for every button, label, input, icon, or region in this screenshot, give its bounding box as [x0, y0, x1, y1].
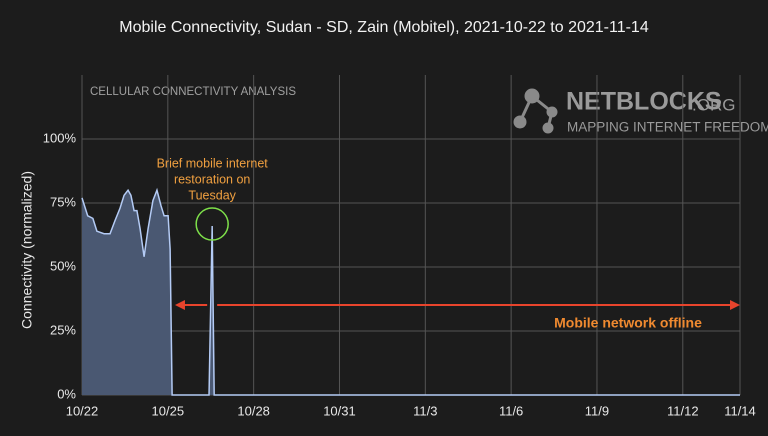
annotation-text: Brief mobile internet	[157, 156, 269, 170]
x-tick-label: 11/3	[413, 403, 437, 418]
line	[81, 187, 740, 396]
x-tick-label: 11/14	[724, 403, 756, 418]
y-tick-label: 50%	[50, 258, 76, 273]
x-tick-label: 11/12	[667, 403, 699, 418]
x-tick-label: 10/22	[66, 403, 99, 418]
logo-icon	[513, 88, 558, 134]
x-tick-label: 10/28	[237, 403, 270, 418]
x-tick-label: 10/25	[152, 403, 185, 418]
highlight-circle	[195, 207, 229, 241]
y-tick-label: 0%	[57, 386, 76, 401]
chart-title: Mobile Connectivity, Sudan - SD, Zain (M…	[119, 19, 649, 36]
x-tick-label: 11/6	[499, 403, 523, 418]
y-tick-label: 75%	[50, 194, 76, 209]
subtitle: CELLULAR CONNECTIVITY ANALYSIS	[90, 86, 296, 98]
logo-suffix: .ORG	[692, 95, 735, 114]
y-axis-label: Connectivity (normalized)	[19, 171, 35, 329]
annotation-text: Tuesday	[188, 188, 236, 202]
y-tick-label: 100%	[43, 130, 77, 145]
annotation-text: Mobile network offline	[554, 315, 702, 331]
x-tick-label: 10/31	[323, 403, 356, 418]
arrow-head	[730, 300, 740, 310]
x-tick-label: 11/9	[585, 403, 609, 418]
area	[82, 190, 740, 395]
annotation-text: restoration on	[174, 172, 250, 186]
logo-tagline: MAPPING INTERNET FREEDOM	[567, 120, 768, 135]
arrow-head	[174, 300, 185, 310]
y-tick-label: 25%	[50, 322, 76, 337]
logo-name: NETBLOCKS	[566, 88, 722, 116]
